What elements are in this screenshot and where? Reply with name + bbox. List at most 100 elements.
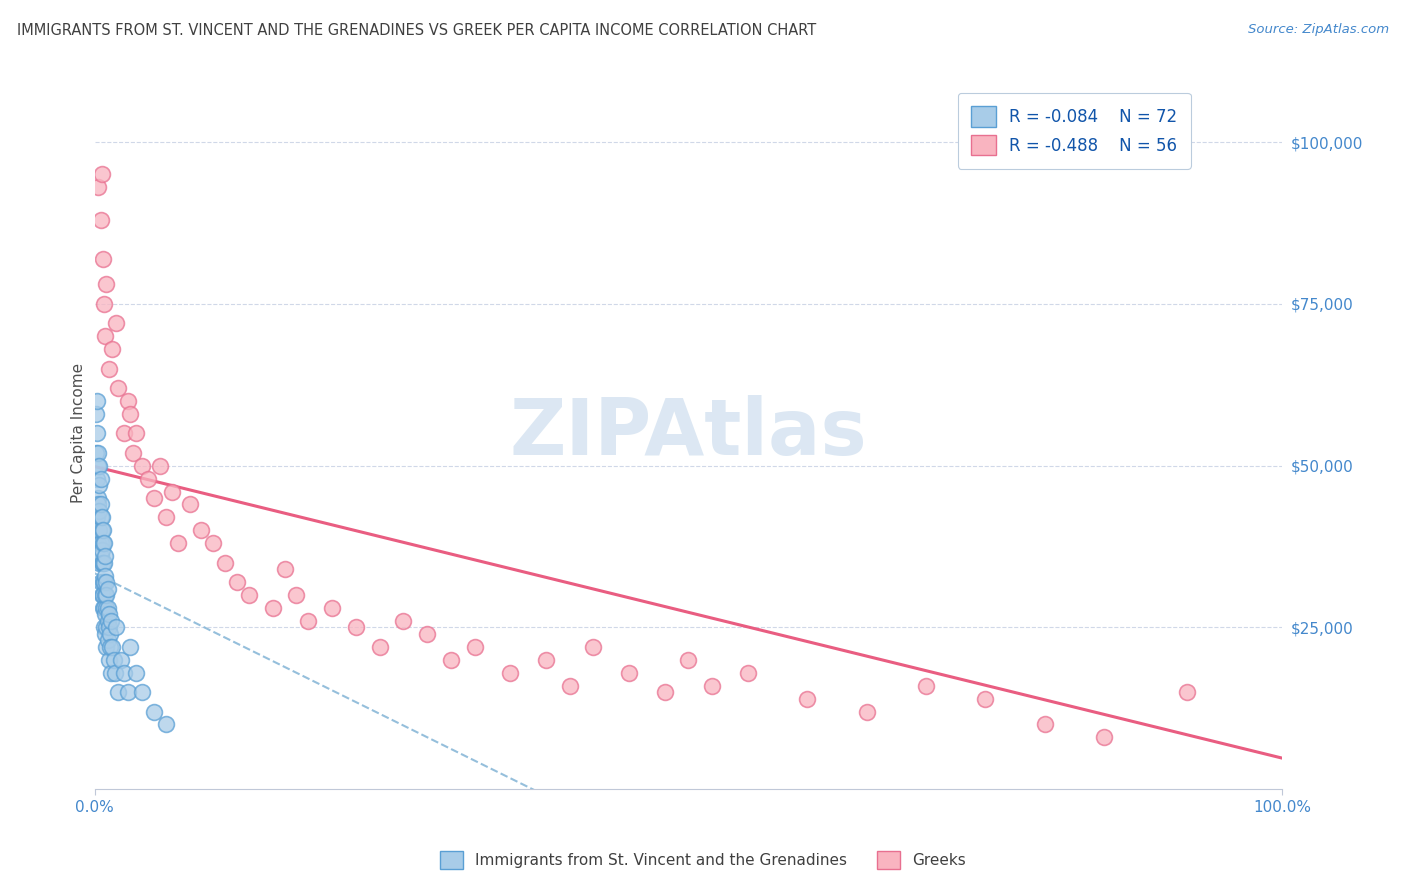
Point bbox=[90, 556, 112, 570]
Point bbox=[464, 640, 486, 654]
Point bbox=[89, 556, 111, 570]
Point bbox=[238, 588, 260, 602]
Point bbox=[94, 627, 117, 641]
Legend: Immigrants from St. Vincent and the Grenadines, Greeks: Immigrants from St. Vincent and the Gren… bbox=[433, 845, 973, 875]
Point bbox=[125, 665, 148, 680]
Point bbox=[120, 407, 142, 421]
Point bbox=[90, 588, 112, 602]
Point bbox=[160, 484, 183, 499]
Point bbox=[90, 542, 112, 557]
Point bbox=[101, 342, 124, 356]
Point bbox=[89, 472, 111, 486]
Point bbox=[86, 510, 108, 524]
Point bbox=[214, 556, 236, 570]
Point bbox=[84, 446, 107, 460]
Point bbox=[93, 556, 115, 570]
Point bbox=[91, 556, 114, 570]
Point bbox=[190, 524, 212, 538]
Legend: R = -0.084    N = 72, R = -0.488    N = 56: R = -0.084 N = 72, R = -0.488 N = 56 bbox=[957, 93, 1191, 169]
Point bbox=[97, 361, 120, 376]
Text: Source: ZipAtlas.com: Source: ZipAtlas.com bbox=[1249, 23, 1389, 37]
Point bbox=[87, 536, 110, 550]
Point bbox=[91, 252, 114, 266]
Point bbox=[93, 297, 115, 311]
Point bbox=[136, 472, 159, 486]
Point bbox=[91, 601, 114, 615]
Point bbox=[142, 491, 165, 505]
Point bbox=[93, 575, 115, 590]
Point bbox=[96, 620, 118, 634]
Point bbox=[89, 458, 111, 473]
Point bbox=[104, 665, 127, 680]
Point bbox=[87, 446, 110, 460]
Point bbox=[98, 627, 121, 641]
Point bbox=[974, 691, 997, 706]
Point bbox=[110, 653, 132, 667]
Point bbox=[100, 614, 122, 628]
Point bbox=[89, 510, 111, 524]
Point bbox=[796, 691, 818, 706]
Point bbox=[344, 620, 367, 634]
Point bbox=[155, 717, 177, 731]
Point bbox=[416, 627, 439, 641]
Point bbox=[273, 562, 295, 576]
Point bbox=[737, 665, 759, 680]
Point bbox=[700, 679, 723, 693]
Point bbox=[89, 212, 111, 227]
Point bbox=[93, 620, 115, 634]
Point bbox=[89, 524, 111, 538]
Point bbox=[107, 381, 129, 395]
Point bbox=[86, 472, 108, 486]
Point bbox=[96, 640, 118, 654]
Point bbox=[86, 426, 108, 441]
Point bbox=[1092, 731, 1115, 745]
Point bbox=[915, 679, 938, 693]
Point bbox=[125, 426, 148, 441]
Point bbox=[1033, 717, 1056, 731]
Point bbox=[84, 407, 107, 421]
Point bbox=[97, 620, 120, 634]
Point bbox=[91, 575, 114, 590]
Point bbox=[100, 665, 122, 680]
Point bbox=[98, 640, 121, 654]
Y-axis label: Per Capita Income: Per Capita Income bbox=[72, 363, 86, 503]
Point bbox=[121, 446, 143, 460]
Point bbox=[117, 685, 139, 699]
Point bbox=[87, 498, 110, 512]
Point bbox=[202, 536, 225, 550]
Point bbox=[558, 679, 581, 693]
Point bbox=[91, 536, 114, 550]
Point bbox=[91, 588, 114, 602]
Point bbox=[86, 393, 108, 408]
Point bbox=[87, 180, 110, 194]
Point bbox=[166, 536, 188, 550]
Point bbox=[131, 685, 153, 699]
Point bbox=[104, 316, 127, 330]
Point bbox=[94, 588, 117, 602]
Point bbox=[155, 510, 177, 524]
Point bbox=[131, 458, 153, 473]
Point bbox=[91, 524, 114, 538]
Point bbox=[117, 393, 139, 408]
Point bbox=[285, 588, 308, 602]
Point bbox=[89, 478, 111, 492]
Point bbox=[89, 536, 111, 550]
Point bbox=[97, 601, 120, 615]
Point bbox=[93, 601, 115, 615]
Point bbox=[97, 633, 120, 648]
Point bbox=[107, 685, 129, 699]
Point bbox=[654, 685, 676, 699]
Point bbox=[179, 498, 201, 512]
Point bbox=[90, 524, 112, 538]
Text: IMMIGRANTS FROM ST. VINCENT AND THE GRENADINES VS GREEK PER CAPITA INCOME CORREL: IMMIGRANTS FROM ST. VINCENT AND THE GREN… bbox=[17, 23, 815, 38]
Point bbox=[97, 653, 120, 667]
Point bbox=[90, 510, 112, 524]
Point bbox=[297, 614, 319, 628]
Point bbox=[90, 168, 112, 182]
Point bbox=[93, 536, 115, 550]
Point bbox=[94, 607, 117, 622]
Point bbox=[89, 504, 111, 518]
Point bbox=[101, 640, 124, 654]
Point bbox=[97, 614, 120, 628]
Point bbox=[96, 575, 118, 590]
